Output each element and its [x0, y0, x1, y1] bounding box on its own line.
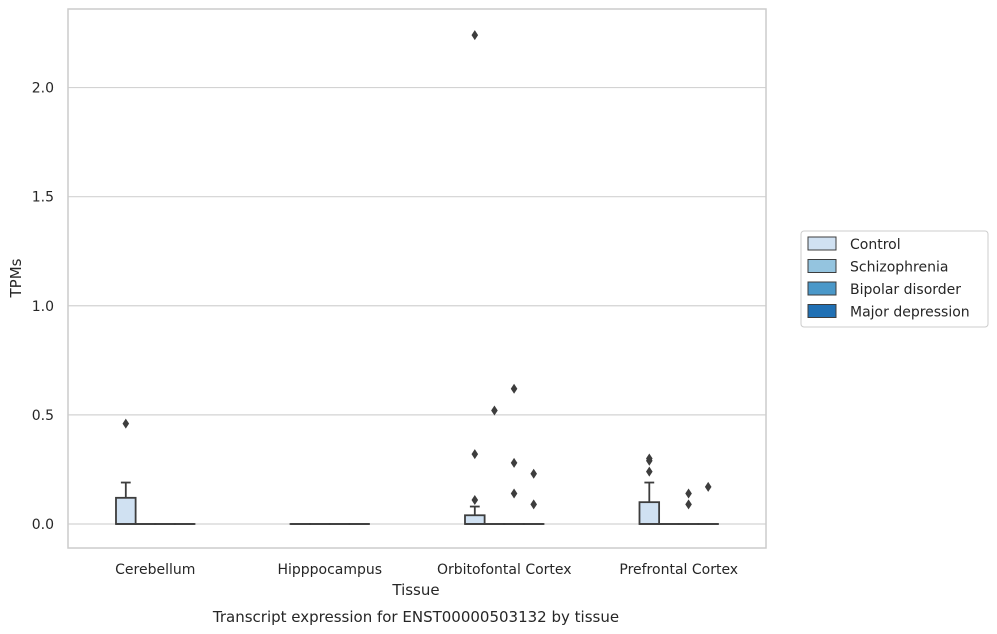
outlier-point: [471, 30, 479, 41]
x-tick-label: Hipppocampus: [277, 562, 382, 578]
outlier-point: [122, 418, 130, 429]
box: [464, 514, 486, 525]
y-tick-label: 2.0: [32, 81, 54, 97]
box-elements: [115, 30, 719, 525]
x-axis-label: Tissue: [391, 581, 439, 599]
x-tick-label: Prefrontal Cortex: [619, 562, 738, 578]
box: [638, 501, 661, 525]
outlier-point: [491, 405, 498, 416]
legend: Control Schizophrenia Bipolar disorder Majo…: [800, 230, 989, 328]
outlier-point: [704, 481, 712, 492]
outlier-point: [471, 449, 479, 460]
outlier-point: [471, 494, 479, 505]
y-tick-label: 0.5: [32, 408, 54, 424]
x-tick-label: Orbitofontal Cortex: [437, 562, 572, 578]
legend-frame: [800, 230, 989, 328]
outlier-point: [510, 383, 518, 394]
x-tick-label: Cerebellum: [115, 562, 195, 578]
plot-area-frame: [67, 8, 767, 549]
outlier-point: [646, 453, 653, 464]
legend-label: Major depression: [850, 305, 970, 321]
y-tick-label: 1.0: [32, 299, 54, 315]
legend-swatch: [807, 304, 837, 318]
outlier-point: [530, 468, 537, 479]
grid-lines: [68, 86, 766, 525]
y-tick-label: 1.5: [32, 190, 54, 206]
y-tick-label: 0.0: [32, 517, 54, 533]
outlier-point: [530, 499, 537, 510]
chart-caption: Transcript expression for ENST0000050313…: [212, 608, 619, 626]
outlier-point: [685, 488, 692, 499]
legend-label: Schizophrenia: [850, 260, 948, 276]
legend-swatch: [807, 236, 837, 251]
legend-label: Control: [850, 237, 901, 253]
legend-swatch: [807, 281, 837, 296]
y-axis-label: TPMs: [7, 258, 25, 298]
legend-swatch: [807, 259, 837, 273]
legend-label: Bipolar disorder: [850, 282, 961, 298]
outlier-point: [510, 488, 518, 499]
outlier-point: [685, 499, 692, 510]
x-tick-labels: Cerebellum Hipppocampus Orbitofontal Corte…: [115, 562, 738, 578]
y-tick-labels: 0.0 0.5 1.0 1.5 2.0: [32, 81, 54, 533]
outlier-point: [646, 466, 653, 477]
outlier-point: [510, 457, 518, 468]
box: [115, 496, 137, 525]
